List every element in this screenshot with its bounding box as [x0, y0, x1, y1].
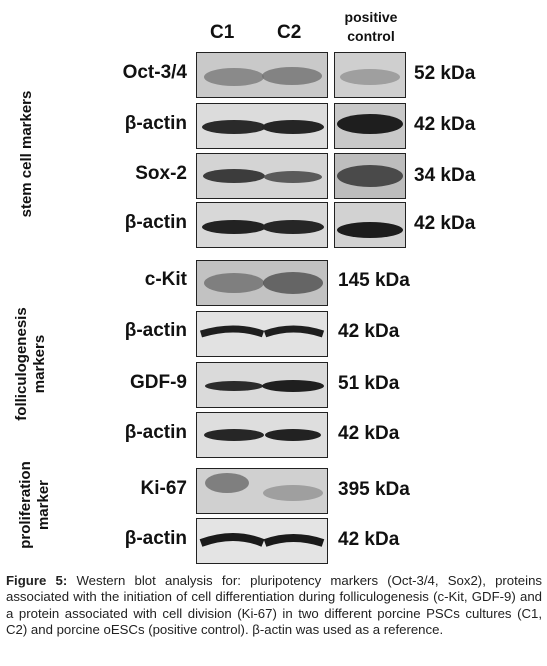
kda-label-bactin-5: 42 kDa: [338, 529, 400, 550]
row-label-bactin-1: β-actin: [124, 113, 187, 134]
kda-label-bactin-3: 42 kDa: [338, 321, 400, 342]
kda-label-ki67: 395 kDa: [338, 479, 410, 500]
blot-bactin-2-positive: [334, 202, 406, 248]
blot-bactin-1-positive: [334, 103, 406, 149]
blot-bactin-3-c1c2: [196, 311, 328, 357]
blot-bactin-1-c1c2: [196, 103, 328, 149]
group-label-proliferation-marker: proliferation marker: [17, 455, 55, 555]
prolif-line-1: proliferation: [17, 461, 34, 549]
folliculo-line-1: folliculogenesis: [13, 307, 30, 421]
positive-line-1: positive: [344, 9, 398, 25]
column-header-c2: C2: [277, 22, 302, 43]
blot-sox2-c1c2: [196, 153, 328, 199]
blot-oct34-c1c2: [196, 52, 328, 98]
row-label-gdf9: GDF-9: [130, 372, 187, 393]
kda-label-bactin-1: 42 kDa: [414, 114, 476, 135]
column-header-c1: C1: [210, 22, 235, 43]
positive-line-2: control: [347, 28, 395, 44]
blot-bactin-5-c1c2: [196, 518, 328, 564]
kda-label-ckit: 145 kDa: [338, 270, 410, 291]
row-label-sox2: Sox-2: [135, 163, 187, 184]
row-label-ckit: c-Kit: [144, 269, 187, 290]
kda-label-gdf9: 51 kDa: [338, 373, 400, 394]
row-label-bactin-3: β-actin: [124, 320, 187, 341]
blot-sox2-positive: [334, 153, 406, 199]
blot-bactin-2-c1c2: [196, 202, 328, 248]
blot-ckit-c1c2: [196, 260, 328, 306]
kda-label-bactin-2: 42 kDa: [414, 213, 476, 234]
kda-label-sox2: 34 kDa: [414, 165, 476, 186]
caption-text: Western blot analysis for: pluripotency …: [6, 573, 542, 638]
column-header-positive-control: positive control: [335, 8, 407, 46]
row-label-bactin-2: β-actin: [124, 212, 187, 233]
row-label-bactin-5: β-actin: [124, 528, 187, 549]
figure-label: Figure 5:: [6, 573, 68, 588]
blot-ki67-c1c2: [196, 468, 328, 514]
group-label-folliculogenesis-markers: folliculogenesis markers: [13, 304, 51, 424]
kda-label-bactin-4: 42 kDa: [338, 423, 400, 444]
kda-label-oct34: 52 kDa: [414, 63, 476, 84]
blot-gdf9-c1c2: [196, 362, 328, 408]
group-label-stem-cell-markers: stem cell markers: [18, 90, 35, 218]
prolif-line-2: marker: [35, 479, 52, 531]
row-label-oct34: Oct-3/4: [122, 62, 187, 83]
figure-caption: Figure 5: Western blot analysis for: plu…: [6, 573, 542, 639]
row-label-bactin-4: β-actin: [124, 422, 187, 443]
blot-bactin-4-c1c2: [196, 412, 328, 458]
folliculo-line-2: markers: [31, 334, 48, 394]
row-label-ki67: Ki-67: [140, 478, 187, 499]
blot-oct34-positive: [334, 52, 406, 98]
